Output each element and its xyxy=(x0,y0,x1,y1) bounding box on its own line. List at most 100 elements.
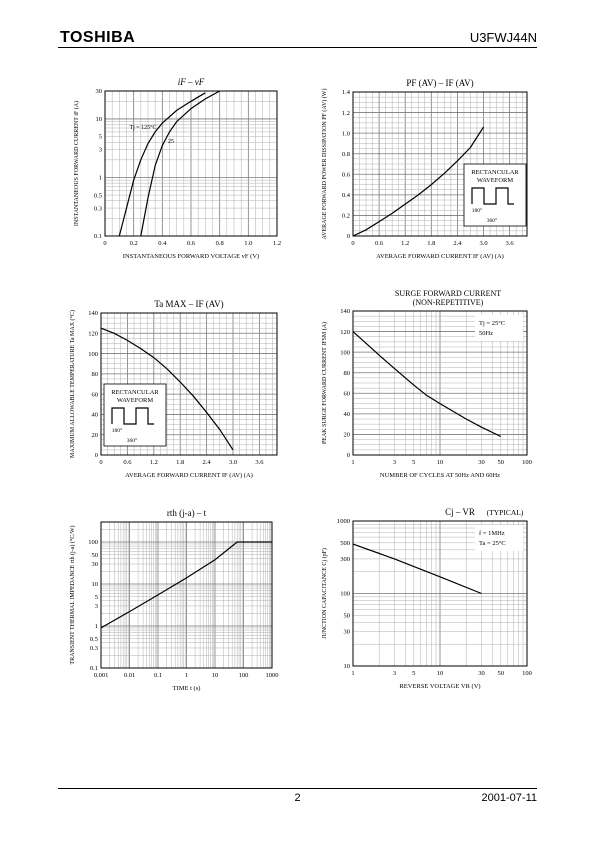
x-tick-label: 3.0 xyxy=(479,240,487,247)
x-tick-label: 2.4 xyxy=(453,240,462,247)
series-line xyxy=(140,90,220,237)
x-tick-label: 1.8 xyxy=(176,459,184,466)
y-tick-label: 120 xyxy=(88,330,98,337)
y-tick-label: 0.3 xyxy=(90,645,98,652)
page-number: 2 xyxy=(294,792,301,804)
rectangular-waveform-icon xyxy=(471,187,514,205)
y-tick-label: 1 xyxy=(95,623,98,630)
x-tick-label: 10 xyxy=(437,459,444,466)
x-tick-label: 0.001 xyxy=(94,672,109,679)
y-tick-label: 50 xyxy=(92,552,99,559)
x-tick-label: 100 xyxy=(522,459,532,466)
chart-ifsm_cycles: 1 3 5 10 30 50 100 0 20 40 60 80 100 120 140 SURGE FORW… xyxy=(321,289,532,479)
series-line xyxy=(118,92,206,237)
chart-title: SURGE FORWARD CURRENT xyxy=(395,289,501,298)
y-tick-label: 3 xyxy=(99,147,102,154)
waveform-inset xyxy=(463,163,527,227)
inset-label: RECTANCULAR xyxy=(111,389,159,396)
y-tick-label: 10 xyxy=(344,663,351,670)
y-tick-label: 1000 xyxy=(337,518,350,525)
curve-annotation: 25 xyxy=(168,139,174,145)
chart-rth_t: 0.001 0.01 0.1 1 10 100 1000 0.1 0.3 0.5 1 3 5 10 30 50… xyxy=(69,508,279,692)
y-axis-label: AVERAGE FORWARD POWER DISSIPATION PF (AV… xyxy=(321,89,328,240)
chart-ta_if: 0 0.6 1.2 1.8 2.4 3.0 3.6 0 20 40 60 80 100 120 140 Ta … xyxy=(69,299,278,479)
x-axis-label: AVERAGE FORWARD CURRENT IF (AV) (A) xyxy=(125,472,253,479)
y-tick-label: 20 xyxy=(92,432,99,439)
x-tick-label: 0 xyxy=(103,240,106,247)
x-axis-label: TIME t (s) xyxy=(173,685,201,692)
chart-pf_if: 0 0.6 1.2 1.8 2.4 3.0 3.6 0 0.2 0.4 0.6 0.8 1.0 1.2 1.… xyxy=(321,78,528,260)
y-tick-label: 0.1 xyxy=(94,233,102,240)
y-tick-label: 0 xyxy=(347,452,350,459)
inset-label: 360° xyxy=(487,217,497,224)
y-tick-label: 30 xyxy=(344,629,351,636)
y-tick-label: 30 xyxy=(96,88,103,95)
x-tick-label: 0.01 xyxy=(124,672,135,679)
y-tick-label: 140 xyxy=(340,308,350,315)
y-tick-label: 500 xyxy=(340,540,350,547)
y-tick-label: 0 xyxy=(347,233,350,240)
x-tick-label: 0.6 xyxy=(375,240,384,247)
chart-title: Cj – VR xyxy=(445,507,475,517)
plot-frame xyxy=(352,520,528,667)
chart-title: Ta MAX – IF (AV) xyxy=(154,299,223,309)
x-tick-label: 2.4 xyxy=(203,459,212,466)
x-tick-label: 5 xyxy=(412,459,415,466)
inset-label: 180° xyxy=(472,207,482,214)
y-tick-label: 20 xyxy=(344,432,351,439)
y-axis-label: JUNCTION CAPACITANCE Cj (pF) xyxy=(321,548,328,639)
x-tick-label: 0 xyxy=(351,240,354,247)
chart-subtitle: (TYPICAL) xyxy=(487,508,524,517)
y-tick-label: 5 xyxy=(95,594,98,601)
condition-label: f = 1MHz xyxy=(479,530,505,537)
x-tick-label: 3.0 xyxy=(229,459,237,466)
condition-box xyxy=(475,525,523,551)
y-tick-label: 1.0 xyxy=(342,130,350,137)
x-tick-label: 1 xyxy=(351,670,354,677)
x-axis-label: INSTANTANEOUS FORWARD VOLTAGE vF (V) xyxy=(123,253,259,260)
chart-title: rth (j-a) – t xyxy=(167,508,207,518)
chart-subtitle: (NON-REPETITIVE) xyxy=(413,298,484,307)
y-axis-label: MAXIMUM ALLOWABLE TEMPERATURE Ta MAX (°C… xyxy=(69,310,76,458)
x-tick-label: 3 xyxy=(393,670,396,677)
condition-label: Tj = 25°C xyxy=(479,320,505,327)
x-tick-label: 1.8 xyxy=(427,240,435,247)
y-tick-label: 100 xyxy=(88,539,98,546)
chart-if_vf: 0 0.2 0.4 0.6 0.8 1.0 1.2 0.1 0.3 0.5 1 3 5 10 30 iF – … xyxy=(73,77,281,260)
chart-title: iF – vF xyxy=(178,77,205,87)
chart-cj_vr: 1 3 5 10 30 50 100 10 30 50 100 300 500 1000 Cj – VR (T… xyxy=(321,507,532,690)
plot-frame xyxy=(100,521,273,669)
y-tick-label: 10 xyxy=(96,116,103,123)
x-tick-label: 1 xyxy=(185,672,188,679)
x-tick-label: 1000 xyxy=(266,672,279,679)
y-tick-label: 0.1 xyxy=(90,665,98,672)
x-tick-label: 1.2 xyxy=(150,459,158,466)
rectangular-waveform-icon xyxy=(111,407,154,425)
x-tick-label: 1.2 xyxy=(273,240,281,247)
y-tick-label: 30 xyxy=(92,561,99,568)
y-axis-label: PEAK SURGE FORWARD CURRENT IFSM (A) xyxy=(321,322,328,444)
x-tick-label: 1 xyxy=(351,459,354,466)
x-axis-label: AVERAGE FORWARD CURRENT IF (AV) (A) xyxy=(376,253,504,260)
y-tick-label: 300 xyxy=(340,556,350,563)
y-tick-label: 40 xyxy=(344,411,351,418)
condition-box xyxy=(475,315,523,341)
y-tick-label: 0.5 xyxy=(94,192,102,199)
y-tick-label: 1 xyxy=(99,175,102,182)
curve-annotation: Tj = 125°C xyxy=(129,124,156,131)
x-tick-label: 100 xyxy=(239,672,249,679)
y-tick-label: 140 xyxy=(88,310,98,317)
y-tick-label: 0.3 xyxy=(94,205,102,212)
part-number: U3FWJ44N xyxy=(469,30,537,45)
x-tick-label: 0.6 xyxy=(187,240,196,247)
y-tick-label: 60 xyxy=(344,390,351,397)
inset-label: WAVEFORM xyxy=(477,177,514,184)
y-tick-label: 40 xyxy=(92,412,99,419)
y-axis-label: INSTANTANEOUS FORWARD CURRENT iF (A) xyxy=(73,101,80,226)
y-tick-label: 1.4 xyxy=(342,89,351,96)
condition-label: Ta = 25°C xyxy=(479,540,506,547)
x-tick-label: 1.2 xyxy=(401,240,409,247)
inset-label: 360° xyxy=(127,437,137,444)
chart-title: PF (AV) – IF (AV) xyxy=(406,78,473,88)
